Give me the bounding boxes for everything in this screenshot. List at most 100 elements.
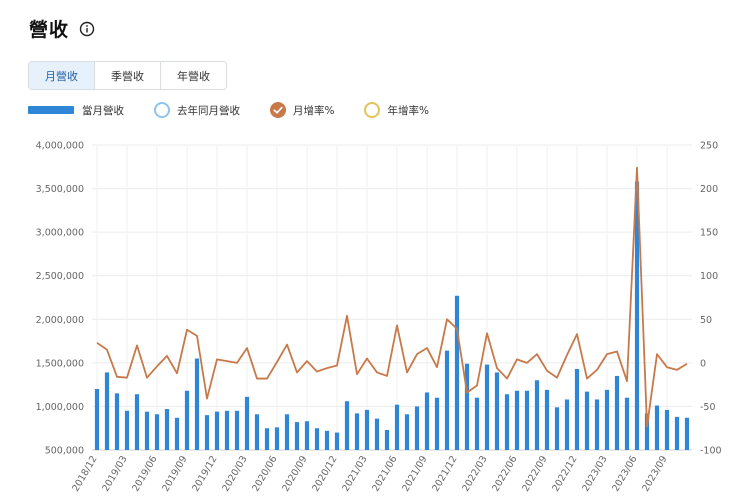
x-tick-label: 2019/06 <box>130 454 159 494</box>
mom-growth-line <box>96 166 688 428</box>
x-tick-label: 2023/03 <box>580 454 609 494</box>
revenue-bar <box>274 427 280 450</box>
revenue-bar <box>424 392 430 450</box>
tab-annual-revenue[interactable]: 年營收 <box>161 62 226 89</box>
x-tick-label: 2022/03 <box>460 454 489 494</box>
revenue-bar <box>624 397 630 450</box>
revenue-bar <box>224 410 230 450</box>
revenue-bar <box>354 413 360 450</box>
revenue-bar <box>394 404 400 450</box>
y-right-tick-label: 0 <box>700 358 706 369</box>
tab-quarterly-revenue[interactable]: 季營收 <box>95 62 161 89</box>
revenue-bar <box>244 396 250 450</box>
revenue-bar <box>574 368 580 450</box>
revenue-bar <box>284 414 290 450</box>
revenue-bar <box>534 380 540 450</box>
unchecked-circle-icon <box>154 102 170 118</box>
revenue-bar <box>194 358 200 450</box>
y-left-tick-label: 1,500,000 <box>36 358 84 369</box>
revenue-bar <box>174 417 180 450</box>
revenue-bar <box>484 364 490 450</box>
revenue-bar <box>524 390 530 450</box>
legend-item-monthly-revenue[interactable]: 當月營收 <box>28 103 124 118</box>
revenue-bar <box>444 350 450 450</box>
revenue-bar <box>434 397 440 450</box>
revenue-bar <box>544 389 550 450</box>
revenue-bar <box>514 390 520 450</box>
revenue-bar <box>334 432 340 450</box>
revenue-bar <box>144 411 150 450</box>
x-tick-label: 2019/03 <box>100 454 129 494</box>
y-right-tick-label: 200 <box>700 184 718 195</box>
y-right-tick-label: 100 <box>700 271 718 282</box>
revenue-bar <box>564 399 570 450</box>
revenue-bar <box>454 295 460 450</box>
y-left-tick-label: 2,500,000 <box>36 271 84 282</box>
legend-item-yoy-growth[interactable]: 年增率% <box>364 102 429 118</box>
y-left-tick-label: 500,000 <box>45 446 84 457</box>
revenue-bar <box>114 393 120 450</box>
revenue-bar <box>94 389 100 450</box>
unchecked-circle-icon <box>364 102 381 118</box>
revenue-bar <box>584 391 590 450</box>
revenue-bar <box>254 414 260 450</box>
legend-label: 去年同月營收 <box>177 104 240 117</box>
legend-label: 年增率% <box>387 104 429 117</box>
revenue-bar <box>134 394 140 450</box>
y-right-tick-label: 150 <box>700 228 718 239</box>
x-tick-label: 2018/12 <box>70 454 99 494</box>
revenue-bar <box>414 406 420 450</box>
revenue-bar <box>264 428 270 450</box>
revenue-bar <box>124 410 130 450</box>
x-tick-label: 2019/12 <box>190 454 219 494</box>
revenue-bar <box>634 181 640 450</box>
x-tick-label: 2020/03 <box>220 454 249 494</box>
revenue-bar <box>494 372 500 450</box>
y-left-tick-label: 2,000,000 <box>36 315 84 326</box>
x-tick-label: 2023/09 <box>640 454 669 494</box>
x-tick-label: 2021/06 <box>370 454 399 494</box>
revenue-bar <box>554 407 560 450</box>
legend-label: 當月營收 <box>82 104 124 117</box>
revenue-bar <box>614 375 620 450</box>
page-title: 營收 <box>29 19 70 41</box>
legend-item-mom-growth[interactable]: 月增率% <box>270 102 334 118</box>
revenue-bar <box>374 418 380 450</box>
info-icon[interactable] <box>79 21 95 37</box>
revenue-bar <box>164 409 170 450</box>
revenue-bar <box>314 428 320 450</box>
revenue-bar <box>644 413 650 450</box>
checked-circle-icon <box>270 102 286 118</box>
revenue-bar <box>204 415 210 450</box>
x-tick-label: 2021/09 <box>400 454 429 494</box>
revenue-bar <box>674 416 680 450</box>
revenue-bar <box>154 414 160 450</box>
y-left-tick-label: 3,000,000 <box>36 228 84 239</box>
x-tick-label: 2019/09 <box>160 454 189 494</box>
y-left-tick-label: 4,000,000 <box>36 141 84 152</box>
revenue-bar <box>404 414 410 450</box>
y-right-tick-label: 250 <box>700 141 718 152</box>
bar-swatch-icon <box>28 106 74 114</box>
revenue-bar <box>184 390 190 450</box>
y-right-tick-label: -50 <box>700 402 716 413</box>
y-left-tick-label: 3,500,000 <box>36 184 84 195</box>
revenue-bar <box>654 405 660 450</box>
revenue-bar <box>364 409 370 450</box>
revenue-bar <box>604 389 610 450</box>
revenue-bar <box>384 429 390 450</box>
tab-monthly-revenue[interactable]: 月營收 <box>29 62 95 89</box>
revenue-period-tabs: 月營收 季營收 年營收 <box>28 61 227 90</box>
revenue-bar <box>684 417 690 450</box>
x-tick-label: 2021/12 <box>430 454 459 494</box>
x-tick-label: 2020/06 <box>250 454 279 494</box>
revenue-bar <box>464 363 470 450</box>
legend-item-last-year-revenue[interactable]: 去年同月營收 <box>154 102 240 118</box>
revenue-bar <box>294 422 300 450</box>
y-left-tick-label: 1,000,000 <box>36 402 84 413</box>
x-tick-label: 2020/09 <box>280 454 309 494</box>
x-tick-label: 2021/03 <box>340 454 369 494</box>
x-tick-label: 2020/12 <box>310 454 339 494</box>
revenue-bar <box>504 394 510 450</box>
